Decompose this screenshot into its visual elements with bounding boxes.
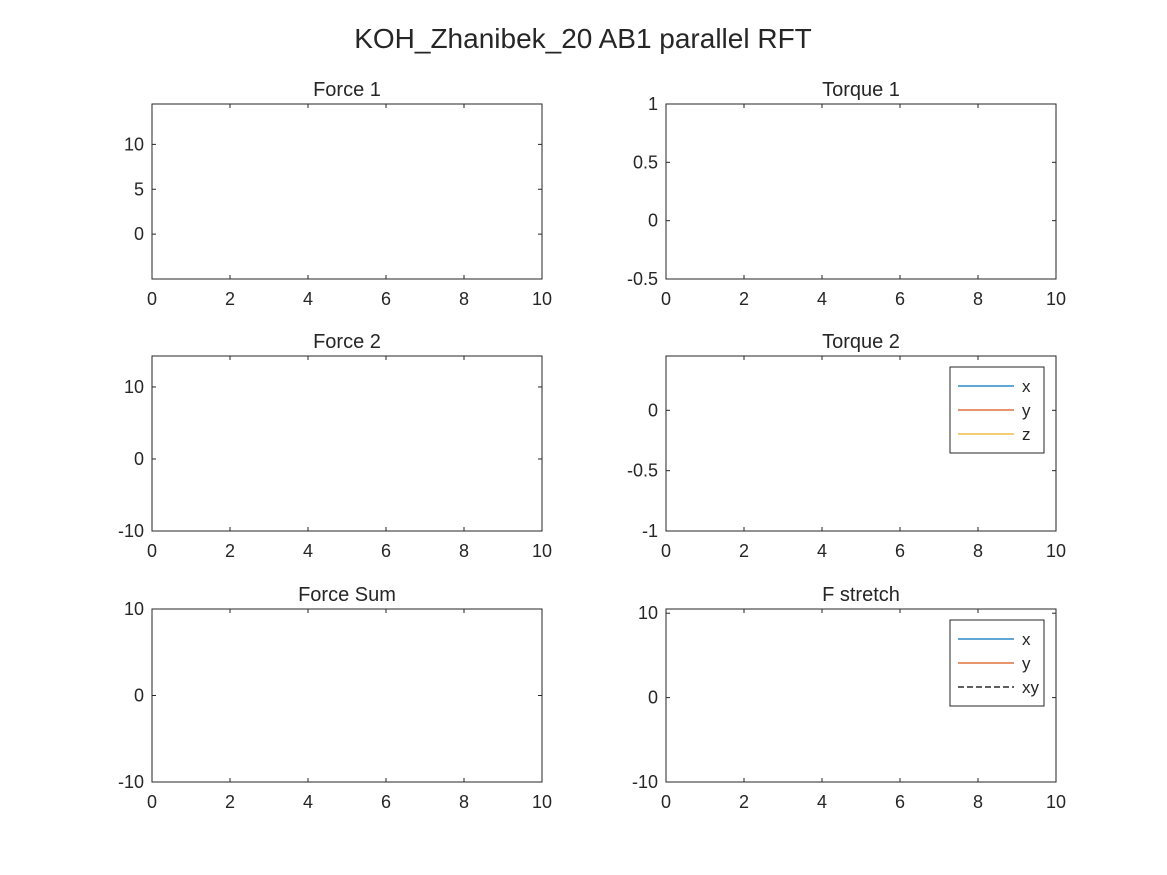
axis-box [151,355,543,532]
y-tick-label: -10 [632,772,658,792]
legend-label-y: y [1022,654,1031,673]
y-tick-label: 10 [124,377,144,397]
legend: xy xy [949,619,1045,707]
x-tick-label: 6 [381,289,391,309]
x-tick-label: 6 [895,289,905,309]
legend-label-x: x [1022,377,1031,396]
x-tick-label: 0 [147,289,157,309]
y-tick-label: 5 [134,179,144,199]
y-tick-label: 10 [638,603,658,623]
subplot-force1: 0 2 4 6 8 10 0 5 10 Force 1 [124,79,552,309]
x-tick-label: 10 [532,541,552,561]
x-tick-label: 4 [817,289,827,309]
x-tick-label: 6 [381,541,391,561]
figure-title: KOH_Zhanibek_20 AB1 parallel RFT [354,23,812,54]
x-tick-label: 6 [895,541,905,561]
x-tick-label: 4 [303,289,313,309]
x-tick-label: 2 [739,289,749,309]
x-tick-label: 6 [895,792,905,812]
subplot-title: Force 2 [313,331,381,353]
y-tick-label: 0 [648,688,658,708]
axis-box [151,608,543,783]
legend-label-xy: xy [1022,678,1040,697]
y-tick-label: -0.5 [627,461,658,481]
x-tick-label: 4 [817,792,827,812]
x-tick-label: 10 [1046,541,1066,561]
subplot-title: Torque 2 [822,331,900,353]
x-tick-label: 8 [459,792,469,812]
y-tick-label: -1 [642,521,658,541]
subplot-title: Force 1 [313,79,381,101]
y-tick-label: -10 [118,521,144,541]
legend-label-z: z [1022,425,1031,444]
subplot-torque2: 0 2 4 6 8 10 -1 -0.5 0 Torque 2 xyz [627,331,1066,561]
x-tick-label: 0 [147,792,157,812]
subplot-title: Force Sum [298,584,396,606]
subplot-title: F stretch [822,584,900,606]
x-tick-label: 2 [225,541,235,561]
y-tick-label: -10 [118,772,144,792]
x-tick-label: 0 [661,792,671,812]
legend: xyz [949,366,1045,454]
y-tick-label: 10 [124,134,144,154]
x-tick-label: 6 [381,792,391,812]
y-tick-label: 0 [648,400,658,420]
axis-box [665,103,1057,280]
y-tick-label: 0 [648,211,658,231]
axis-box [151,103,543,280]
x-tick-label: 4 [303,792,313,812]
y-tick-label: 0.5 [633,152,658,172]
y-tick-label: -0.5 [627,269,658,289]
x-tick-label: 2 [739,541,749,561]
x-tick-label: 0 [147,541,157,561]
x-tick-label: 2 [739,792,749,812]
y-tick-label: 0 [134,686,144,706]
x-tick-label: 8 [973,289,983,309]
subplot-title: Torque 1 [822,79,900,101]
y-tick-label: 1 [648,94,658,114]
legend-label-x: x [1022,630,1031,649]
x-tick-label: 8 [973,541,983,561]
x-tick-label: 2 [225,792,235,812]
x-tick-label: 4 [303,541,313,561]
x-tick-label: 10 [532,289,552,309]
x-tick-label: 10 [1046,792,1066,812]
x-tick-label: 8 [459,541,469,561]
x-tick-label: 8 [973,792,983,812]
x-tick-label: 4 [817,541,827,561]
y-tick-label: 0 [134,224,144,244]
y-tick-label: 0 [134,449,144,469]
y-tick-label: 10 [124,599,144,619]
x-tick-label: 0 [661,541,671,561]
legend-label-y: y [1022,401,1031,420]
x-tick-label: 10 [1046,289,1066,309]
x-tick-label: 2 [225,289,235,309]
x-tick-label: 10 [532,792,552,812]
x-tick-label: 0 [661,289,671,309]
x-tick-label: 8 [459,289,469,309]
